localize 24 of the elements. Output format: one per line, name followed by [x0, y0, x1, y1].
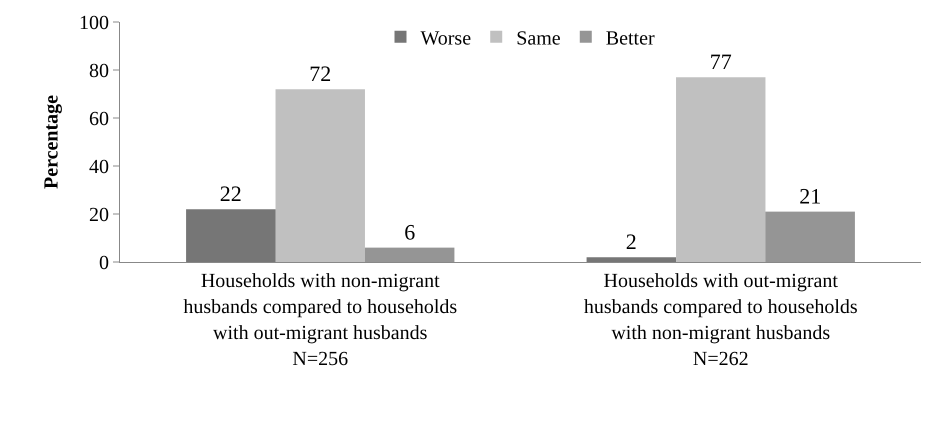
- y-tick-label: 100: [79, 12, 109, 34]
- data-label: 72: [309, 61, 332, 86]
- data-label: 77: [710, 49, 732, 74]
- x-tick-label: Households with non-migrant husbands compared to households with out-migrant husbands N=256: [183, 270, 458, 370]
- bar: [276, 89, 365, 262]
- bar: [364, 248, 454, 262]
- bar: [586, 257, 676, 262]
- y-tick-label: 0: [99, 252, 109, 274]
- y-tick-label: 80: [89, 60, 109, 82]
- y-axis-title: Percentage: [40, 94, 62, 190]
- bar: [765, 212, 855, 262]
- y-tick-label: 20: [89, 204, 109, 226]
- data-label: 22: [220, 181, 242, 206]
- legend-label: Better: [606, 28, 655, 50]
- bar: [186, 209, 276, 262]
- data-label: 2: [626, 229, 637, 254]
- y-tick-label: 40: [89, 156, 109, 178]
- x-tick-label: Households with out-migrant husbands compared to households with non-migrant husbands N=262: [584, 270, 858, 370]
- legend-label: Worse: [420, 28, 472, 50]
- y-tick-label: 60: [89, 108, 109, 130]
- data-label: 21: [799, 184, 822, 209]
- bar: [676, 77, 766, 262]
- data-label: 6: [404, 220, 416, 245]
- legend-label: Same: [516, 28, 561, 50]
